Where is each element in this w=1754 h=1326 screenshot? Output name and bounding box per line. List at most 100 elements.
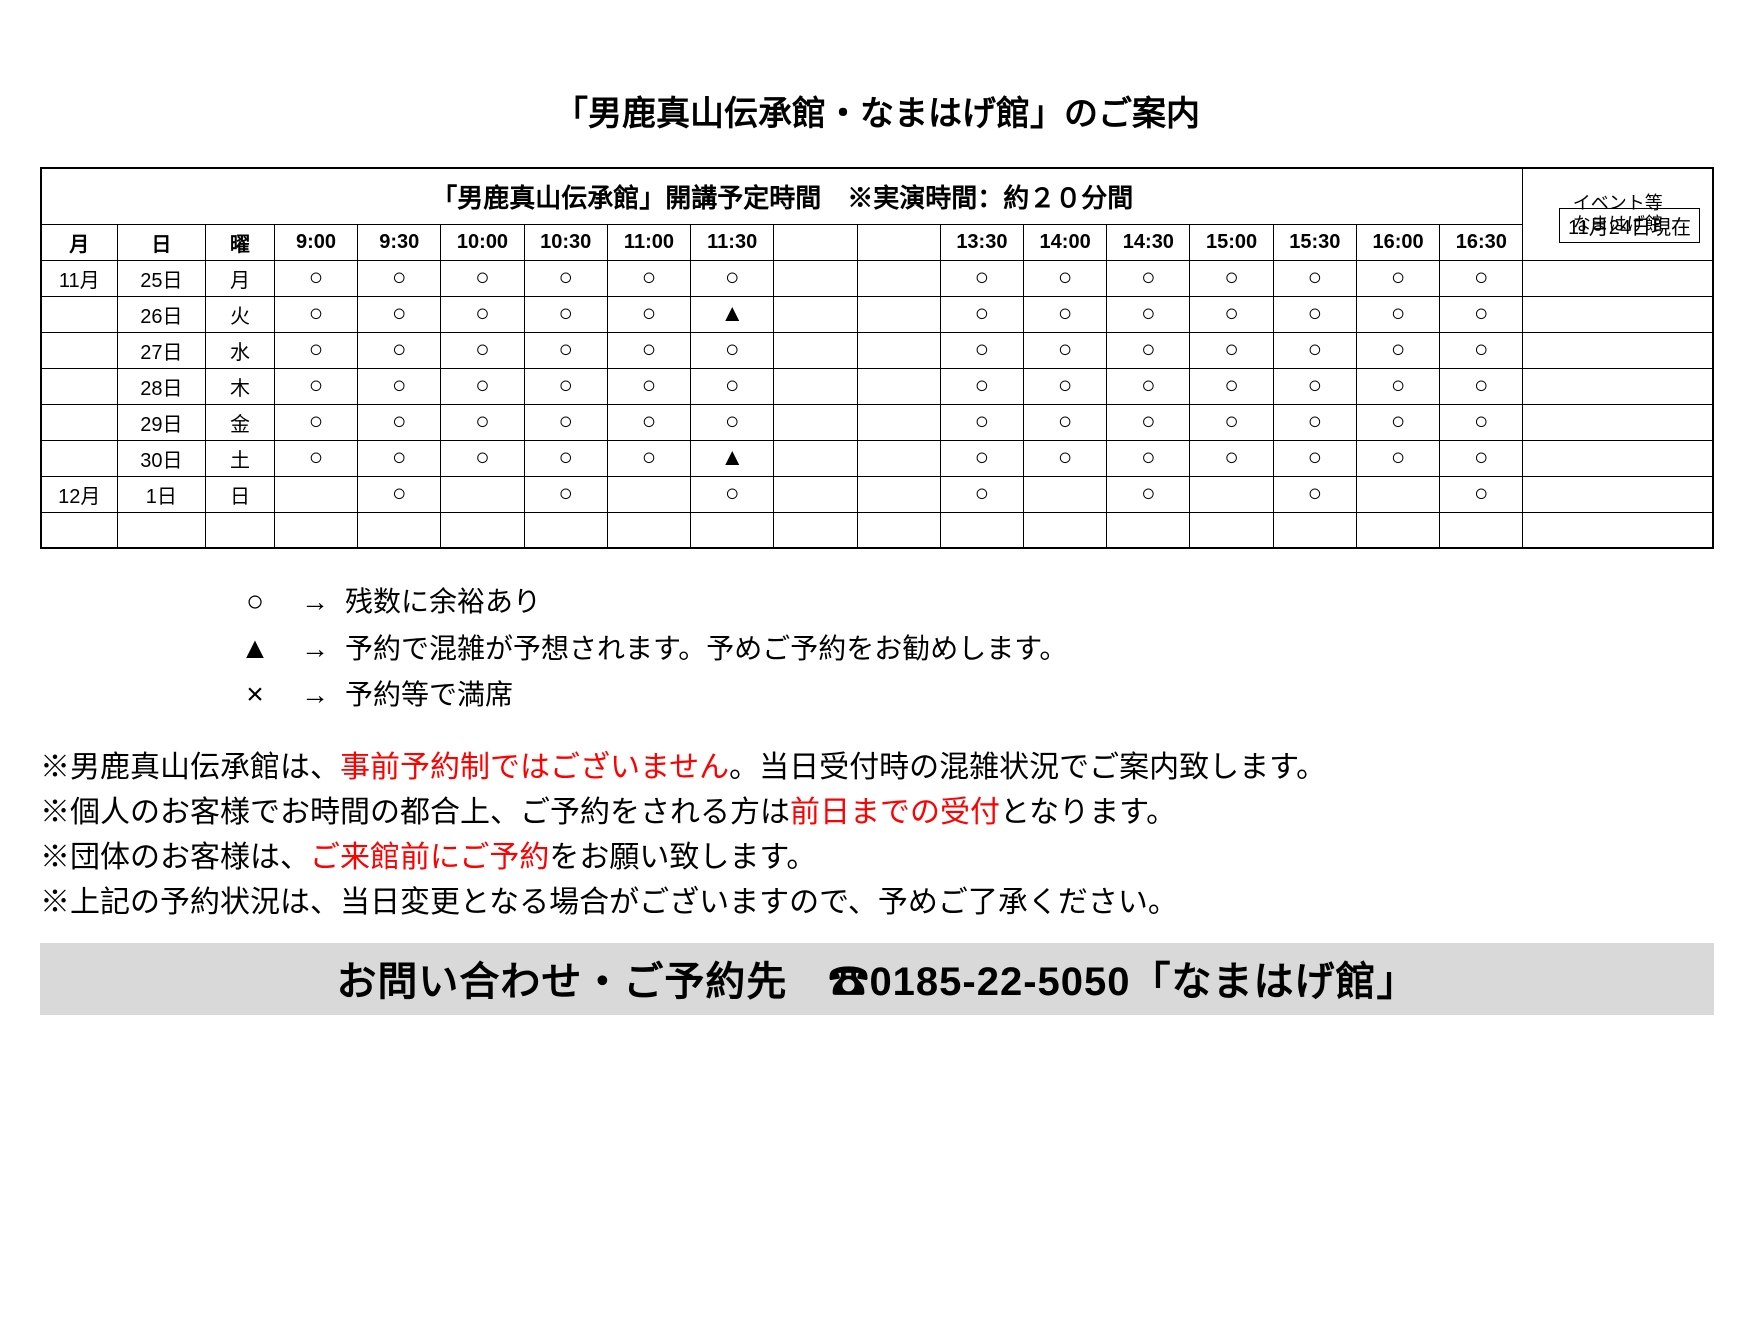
cell-slot: ○ (940, 440, 1023, 476)
table-row: 29日金○○○○○○○○○○○○○ (41, 404, 1713, 440)
cell-slot: ○ (358, 440, 441, 476)
cell-slot (857, 404, 940, 440)
cell-slot: ○ (524, 332, 607, 368)
cell-slot: ○ (524, 260, 607, 296)
cell-slot (774, 404, 857, 440)
cell-slot: ○ (1273, 296, 1356, 332)
cell-slot: ○ (441, 260, 524, 296)
cell-slot: ○ (524, 296, 607, 332)
cell-slot: ○ (1190, 404, 1273, 440)
table-row: 11月25日月○○○○○○○○○○○○○ (41, 260, 1713, 296)
cell-day: 1日 (117, 476, 206, 512)
cell-slot (358, 512, 441, 548)
cell-slot: ○ (1107, 440, 1190, 476)
cell-slot: ○ (524, 476, 607, 512)
cell-slot: ▲ (691, 440, 774, 476)
cell-slot: ○ (691, 404, 774, 440)
cell-dow (206, 512, 275, 548)
cell-slot: ○ (1273, 332, 1356, 368)
cell-slot: ○ (691, 260, 774, 296)
arrow-icon: → (285, 627, 345, 670)
note-line: ※上記の予約状況は、当日変更となる場合がございますので、予めご了承ください。 (40, 880, 1714, 925)
legend-text: 残数に余裕あり (345, 580, 541, 623)
cell-month (41, 404, 117, 440)
cell-slot (524, 512, 607, 548)
cell-dow: 月 (206, 260, 275, 296)
cell-month (41, 368, 117, 404)
cell-event (1523, 476, 1713, 512)
cell-slot: ○ (441, 404, 524, 440)
cell-month: 12月 (41, 476, 117, 512)
cell-slot: ○ (274, 332, 357, 368)
cell-day: 29日 (117, 404, 206, 440)
legend-symbol: × (225, 672, 285, 719)
cell-month (41, 440, 117, 476)
note-line: ※団体のお客様は、ご来館前にご予約をお願い致します。 (40, 835, 1714, 880)
cell-slot: ○ (441, 368, 524, 404)
cell-slot: ○ (274, 368, 357, 404)
cell-slot: ○ (1273, 440, 1356, 476)
col-day: 日 (117, 224, 206, 260)
cell-slot: ○ (1024, 404, 1107, 440)
cell-slot (1190, 512, 1273, 548)
cell-slot: ○ (1107, 404, 1190, 440)
cell-slot: ○ (1356, 404, 1439, 440)
table-row: 28日木○○○○○○○○○○○○○ (41, 368, 1713, 404)
cell-slot: ○ (607, 404, 690, 440)
cell-slot: ○ (940, 332, 1023, 368)
contact-label: お問い合わせ・ご予約先 (336, 960, 828, 1004)
cell-slot: ○ (1356, 260, 1439, 296)
page-title: 「男鹿真山伝承館・なまはげ館」のご案内 (0, 86, 1754, 135)
cell-month (41, 512, 117, 548)
cell-slot: ○ (607, 332, 690, 368)
col-time: 14:30 (1107, 224, 1190, 260)
cell-slot (1440, 512, 1523, 548)
col-dow: 曜 (206, 224, 275, 260)
cell-day: 26日 (117, 296, 206, 332)
arrow-icon: → (285, 580, 345, 623)
cell-slot: ○ (524, 368, 607, 404)
phone-icon: ☎ (828, 960, 869, 1004)
legend-row: ○ → 残数に余裕あり (225, 579, 1754, 626)
cell-slot (1356, 476, 1439, 512)
table-row (41, 512, 1713, 548)
emphasis-text: ご来館前にご予約 (310, 841, 549, 874)
cell-slot: ○ (1440, 404, 1523, 440)
cell-slot (274, 476, 357, 512)
col-time: 10:00 (441, 224, 524, 260)
contact-place: 「なまはげ館」 (1131, 960, 1418, 1004)
cell-slot: ○ (358, 332, 441, 368)
cell-slot: ○ (940, 260, 1023, 296)
cell-slot: ○ (274, 440, 357, 476)
cell-dow: 水 (206, 332, 275, 368)
legend-row: × → 予約等で満席 (225, 672, 1754, 719)
legend-symbol: ▲ (225, 626, 285, 673)
note-line: ※個人のお客様でお時間の都合上、ご予約をされる方は前日までの受付となります。 (40, 790, 1714, 835)
cell-slot (1190, 476, 1273, 512)
cell-slot: ○ (1356, 332, 1439, 368)
cell-slot: ○ (1107, 368, 1190, 404)
cell-slot: ○ (1107, 332, 1190, 368)
cell-slot: ○ (1190, 332, 1273, 368)
cell-slot: ○ (940, 296, 1023, 332)
cell-slot: ○ (358, 404, 441, 440)
cell-slot (774, 332, 857, 368)
arrow-icon: → (285, 673, 345, 716)
cell-slot: ○ (1440, 296, 1523, 332)
cell-dow: 日 (206, 476, 275, 512)
cell-dow: 土 (206, 440, 275, 476)
cell-slot (857, 296, 940, 332)
cell-slot: ○ (1190, 296, 1273, 332)
cell-slot (940, 512, 1023, 548)
cell-slot: ○ (607, 368, 690, 404)
legend-text: 予約で混雑が予想されます。予めご予約をお勧めします。 (345, 627, 1067, 670)
cell-slot (857, 440, 940, 476)
cell-slot (774, 368, 857, 404)
cell-slot (441, 512, 524, 548)
cell-slot: ○ (274, 260, 357, 296)
cell-slot (774, 260, 857, 296)
cell-slot: ○ (1440, 260, 1523, 296)
col-time: 13:30 (940, 224, 1023, 260)
col-time (774, 224, 857, 260)
cell-slot: ▲ (691, 296, 774, 332)
